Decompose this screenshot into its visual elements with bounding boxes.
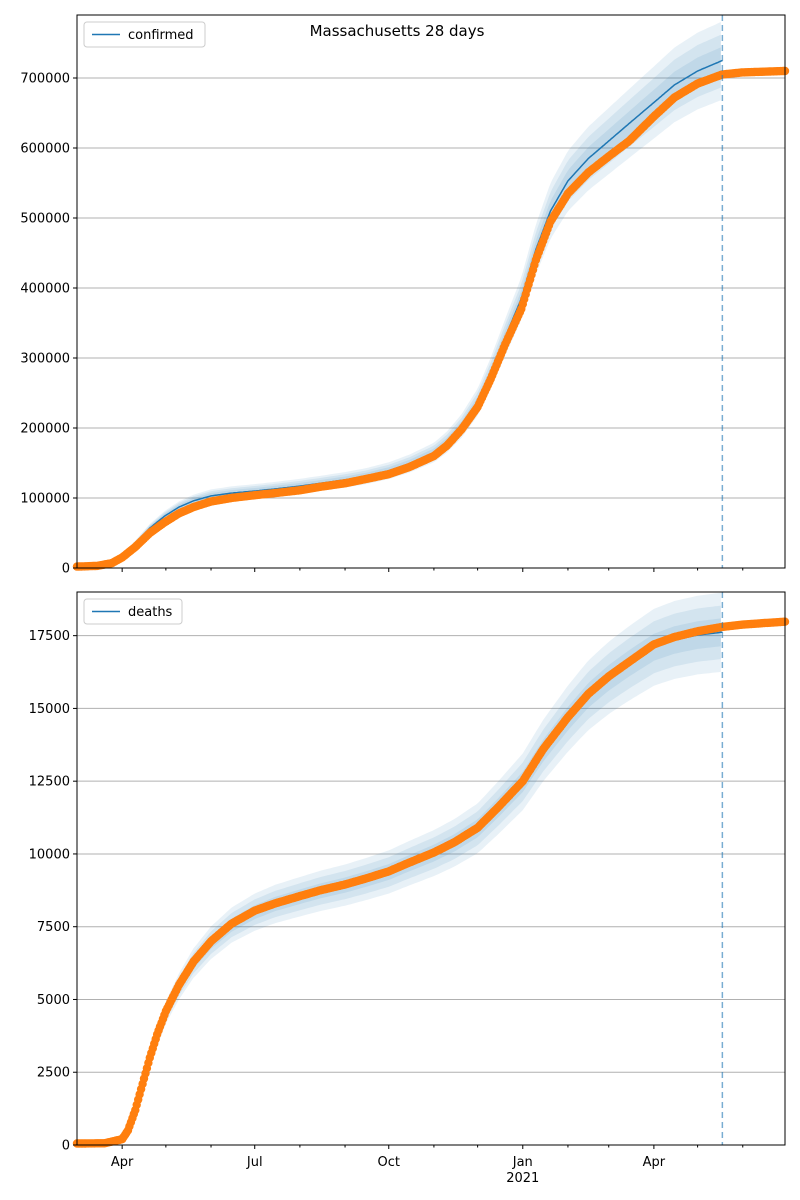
y-tick-label: 7500: [37, 920, 70, 935]
axes-frame: [76, 14, 786, 569]
legend-label: confirmed: [128, 28, 194, 43]
y-tick-label: 17500: [29, 629, 70, 644]
x-tick-label: Jan: [512, 1155, 533, 1170]
y-tick-label: 300000: [20, 352, 70, 367]
legend-box: [83, 21, 206, 48]
y-tick-label: 10000: [29, 847, 70, 862]
y-tick-label: 600000: [20, 142, 70, 157]
y-tick-label: 400000: [20, 282, 70, 297]
y-tick-label: 15000: [29, 702, 70, 717]
x-tick-label: Jul: [246, 1155, 263, 1170]
confirmed-panel: 0 100000 200000 300000 400000 500000 600000 700…: [20, 14, 790, 577]
y-tick-label: 700000: [20, 72, 70, 87]
uncertainty-band: [77, 605, 721, 1145]
y-tick-label: 0: [62, 562, 70, 577]
y-tick-label: 100000: [20, 492, 70, 507]
y-tick-label: 5000: [37, 993, 70, 1008]
y-tick-label: 500000: [20, 212, 70, 227]
legend: confirmed: [83, 21, 206, 48]
y-tick-label: 2500: [37, 1066, 70, 1081]
deaths-panel: 0 2500 5000 7500 10000 12500 15000 17500 Apr Jul O…: [29, 591, 790, 1186]
y-tick-label: 12500: [29, 775, 70, 790]
uncertainty-band: [77, 47, 721, 568]
y-tick-label: 0: [62, 1139, 70, 1154]
y-tick-label: 200000: [20, 422, 70, 437]
uncertainty-band: [77, 22, 721, 568]
uncertainty-band: [77, 34, 721, 568]
axes-frame: [76, 591, 786, 1146]
x-year-label: 2021: [506, 1171, 539, 1186]
legend-label: deaths: [128, 605, 173, 620]
x-tick-label: Apr: [111, 1155, 134, 1170]
legend: deaths: [83, 598, 183, 625]
figure-title: Massachusetts 28 days: [310, 22, 485, 40]
legend-box: [83, 598, 183, 625]
x-tick-label: Oct: [378, 1155, 400, 1170]
x-tick-label: Apr: [643, 1155, 666, 1170]
